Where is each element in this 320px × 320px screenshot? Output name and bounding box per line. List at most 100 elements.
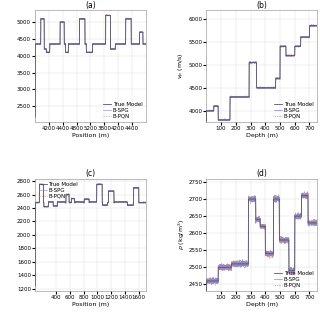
Line: B-PQN: B-PQN <box>206 25 317 203</box>
B-SPG <box>224 266 228 270</box>
B-PQN <box>81 200 84 204</box>
B-PQN <box>217 266 221 269</box>
B-SPG <box>80 200 84 204</box>
True Model <box>301 194 305 197</box>
B-SPG <box>86 51 90 54</box>
B-PQN <box>301 36 305 39</box>
B-SPG <box>217 265 221 269</box>
B-SPG <box>135 186 139 190</box>
B-PQN <box>144 201 148 205</box>
B-SPG <box>306 190 309 194</box>
B-SPG <box>99 182 102 186</box>
B-SPG <box>106 13 109 17</box>
Title: (b): (b) <box>256 1 267 10</box>
Legend: True Model, B-SPG, B-PQN: True Model, B-SPG, B-PQN <box>273 102 314 119</box>
Line: True Model: True Model <box>206 196 317 320</box>
True Model <box>224 118 228 122</box>
B-SPG <box>114 200 117 204</box>
B-SPG <box>140 201 144 204</box>
Line: B-PQN: B-PQN <box>35 15 146 117</box>
Line: True Model: True Model <box>35 184 146 286</box>
B-PQN <box>80 200 84 204</box>
True Model <box>247 95 251 99</box>
B-SPG <box>114 42 117 46</box>
True Model <box>135 186 139 190</box>
B-PQN <box>315 221 319 225</box>
True Model <box>81 200 84 204</box>
B-SPG <box>86 197 90 201</box>
True Model <box>144 201 148 204</box>
B-PQN <box>33 115 37 119</box>
B-PQN <box>135 42 139 46</box>
True Model <box>37 182 41 186</box>
B-PQN <box>97 182 101 186</box>
True Model <box>247 197 251 201</box>
True Model <box>86 197 90 201</box>
True Model <box>224 265 228 269</box>
True Model <box>252 197 255 201</box>
B-PQN <box>80 17 84 20</box>
B-SPG <box>252 61 255 65</box>
B-SPG <box>301 192 305 196</box>
B-SPG <box>315 220 319 224</box>
B-SPG <box>33 115 37 119</box>
B-PQN <box>252 195 255 199</box>
Line: B-SPG: B-SPG <box>35 15 146 117</box>
True Model <box>301 35 305 39</box>
True Model <box>315 24 319 28</box>
B-PQN <box>217 119 221 123</box>
B-PQN <box>86 197 90 201</box>
True Model <box>80 200 84 204</box>
B-PQN <box>204 201 208 204</box>
True Model <box>144 42 148 46</box>
True Model <box>315 221 319 225</box>
B-SPG <box>309 23 313 27</box>
True Model <box>33 115 37 119</box>
True Model <box>140 201 144 204</box>
True Model <box>114 42 117 46</box>
Title: (a): (a) <box>85 1 96 10</box>
B-SPG <box>301 35 305 38</box>
True Model <box>313 221 316 225</box>
Legend: True Model, B-SPG, B-PQN: True Model, B-SPG, B-PQN <box>273 271 314 288</box>
Line: B-PQN: B-PQN <box>35 184 146 286</box>
B-SPG <box>313 24 316 28</box>
True Model <box>204 201 208 204</box>
B-SPG <box>144 201 148 204</box>
True Model <box>33 284 37 288</box>
B-PQN <box>313 24 316 28</box>
B-PQN <box>140 201 144 204</box>
Legend: True Model, B-SPG, B-PQN: True Model, B-SPG, B-PQN <box>38 181 79 199</box>
True Model <box>217 118 221 122</box>
B-PQN <box>224 118 228 122</box>
Y-axis label: $\rho$ (kg/m$^3$): $\rho$ (kg/m$^3$) <box>177 220 187 250</box>
Y-axis label: $v_p$ (m/s): $v_p$ (m/s) <box>177 53 187 79</box>
True Model <box>114 200 117 204</box>
B-PQN <box>247 199 251 203</box>
Title: (c): (c) <box>85 170 95 179</box>
B-PQN <box>144 42 148 46</box>
B-PQN <box>247 95 251 99</box>
True Model <box>217 265 221 269</box>
X-axis label: Depth (m): Depth (m) <box>245 302 278 307</box>
B-SPG <box>135 42 139 46</box>
B-PQN <box>140 30 144 34</box>
Title: (d): (d) <box>256 170 267 179</box>
B-PQN <box>114 42 117 46</box>
True Model <box>86 51 90 54</box>
B-PQN <box>114 200 117 204</box>
True Model <box>80 17 84 21</box>
True Model <box>81 17 84 21</box>
Line: B-SPG: B-SPG <box>35 184 146 286</box>
True Model <box>135 42 139 46</box>
X-axis label: Depth (m): Depth (m) <box>245 133 278 138</box>
X-axis label: Position (m): Position (m) <box>72 302 109 307</box>
B-PQN <box>135 186 139 190</box>
True Model <box>252 60 255 64</box>
True Model <box>308 24 311 28</box>
Line: B-SPG: B-SPG <box>206 192 317 320</box>
Legend: True Model, B-SPG, B-PQN: True Model, B-SPG, B-PQN <box>102 102 143 119</box>
B-SPG <box>224 118 228 122</box>
B-SPG <box>33 284 37 288</box>
B-PQN <box>301 193 305 197</box>
